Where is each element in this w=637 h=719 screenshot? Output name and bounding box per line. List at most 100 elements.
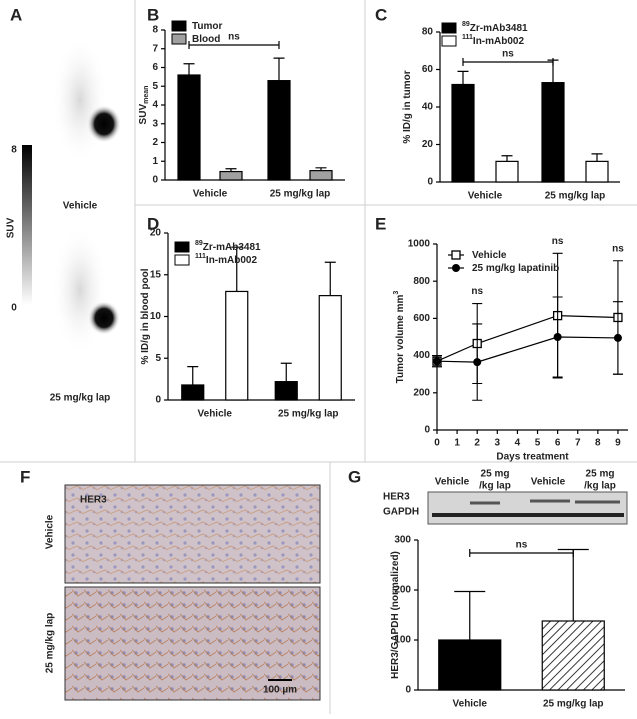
y-tick-label: 1	[152, 156, 158, 167]
legend-label-part: 89	[195, 240, 203, 247]
y-tick-label: 20	[422, 139, 434, 150]
error-bar	[457, 70, 469, 85]
image-label: 25 mg/kg lap	[50, 393, 111, 404]
y-tick-label: 100	[394, 635, 411, 646]
legend-swatch	[441, 22, 457, 34]
error-bar	[591, 153, 603, 162]
bar	[274, 381, 298, 401]
y-tick-label: 0	[405, 685, 411, 696]
y-axis-label-part: % ID/g in tumor	[402, 70, 413, 143]
x-tick-label: 2	[474, 438, 480, 449]
annotation: ns	[228, 32, 240, 43]
marker	[553, 333, 562, 341]
error-bar	[273, 57, 285, 81]
y-tick-label: 300	[394, 535, 411, 546]
x-tick-label: 4	[515, 438, 521, 449]
legend-label: Tumor	[192, 21, 222, 32]
stain-label: HER3	[80, 495, 107, 506]
legend-label-part: Vehicle	[472, 250, 507, 261]
panel-letter: E	[375, 214, 386, 233]
legend-marker	[451, 250, 461, 260]
y-tick-label: 15	[150, 269, 162, 280]
row-label: 25 mg/kg lap	[45, 613, 56, 674]
legend-label-part: 25 mg/kg lapatinib	[472, 263, 559, 274]
annotation: ns	[612, 243, 624, 254]
y-tick-label: 200	[413, 387, 430, 398]
y-axis-label-part: HER3/GAPDH (normalized)	[390, 551, 401, 679]
y-tick-label: 20	[150, 228, 162, 239]
legend-label: Vehicle	[472, 250, 507, 261]
y-tick-label: 10	[150, 311, 162, 322]
x-tick-label: Vehicle	[198, 409, 233, 420]
panel-letter: G	[348, 467, 361, 486]
annotation: ns	[516, 540, 528, 551]
x-tick-label: 25 mg/kg lap	[278, 409, 339, 420]
panel-letter: B	[147, 5, 159, 24]
x-tick-label: 3	[495, 438, 501, 449]
bar	[541, 620, 605, 691]
error-bar	[454, 590, 486, 640]
error-bar	[225, 168, 237, 172]
annotation: ns	[502, 49, 514, 60]
bar	[309, 170, 333, 181]
legend-label-part: Tumor	[192, 21, 222, 32]
panel-a-images	[22, 30, 121, 370]
bar	[225, 290, 249, 401]
legend-label-part: 111	[462, 34, 473, 41]
x-axis-label: Days treatment	[496, 452, 569, 463]
y-tick-label: 40	[422, 102, 434, 113]
y-tick-label: 400	[413, 350, 430, 361]
bar	[495, 160, 519, 183]
scale-bar-label: 100 µm	[263, 685, 297, 696]
lane-label: /kg lap	[479, 481, 511, 492]
panel-letter: F	[20, 467, 30, 486]
row-label: Vehicle	[45, 514, 56, 549]
lane-label: Vehicle	[531, 477, 566, 488]
y-axis-label-part: 3	[393, 291, 400, 295]
y-tick-label: 600	[413, 313, 430, 324]
legend-label-part: 111	[195, 253, 206, 260]
error-bar	[501, 155, 513, 162]
y-tick-label: 0	[424, 425, 430, 436]
x-tick-label: 9	[615, 438, 621, 449]
y-axis-label: Tumor volume mm3	[393, 291, 405, 384]
legend-label-part: In-mAb002	[206, 255, 258, 266]
y-tick-label: 800	[413, 276, 430, 287]
y-tick-label: 5	[152, 81, 158, 92]
legend-swatch	[174, 241, 190, 253]
y-tick-label: 2	[152, 137, 158, 148]
y-tick-label: 0	[152, 175, 158, 186]
y-axis-label-part: SUV	[138, 104, 149, 125]
lane-label: 25 mg	[481, 469, 510, 480]
x-tick-label: Vehicle	[468, 191, 503, 202]
x-tick-label: Vehicle	[193, 189, 228, 200]
legend-label: 89Zr-mAb3481	[462, 21, 528, 33]
y-tick-label: 80	[422, 27, 434, 38]
error-bar	[557, 548, 589, 621]
series-line	[436, 315, 618, 362]
western-blot	[427, 491, 628, 525]
panel-letter: D	[147, 214, 159, 233]
blot-row-label: GAPDH	[383, 507, 419, 518]
bar	[267, 80, 291, 181]
legend-label-part: Blood	[192, 34, 220, 45]
x-tick-label: 25 mg/kg lap	[543, 699, 604, 710]
y-tick-label: 4	[152, 100, 158, 111]
blot-row-label: HER3	[383, 492, 410, 503]
error-bar	[280, 362, 292, 382]
annotation: ns	[471, 286, 483, 297]
error-bar	[324, 261, 336, 296]
x-tick-label: 5	[535, 438, 541, 449]
series-line	[436, 336, 618, 363]
legend-label-part: 89	[462, 21, 470, 28]
legend-swatch	[441, 35, 457, 47]
significance-bracket	[469, 549, 574, 557]
y-axis-label: % ID/g in blood pool	[140, 268, 151, 364]
x-tick-label: 0	[434, 438, 440, 449]
y-axis-label-part: % ID/g in blood pool	[140, 268, 151, 364]
y-tick-label: 0	[155, 395, 161, 406]
y-axis-label: % ID/g in tumor	[402, 70, 413, 143]
colorbar-label: SUV	[6, 217, 17, 238]
lane-label: 25 mg	[586, 469, 615, 480]
legend-label-part: In-mAb002	[473, 36, 525, 47]
